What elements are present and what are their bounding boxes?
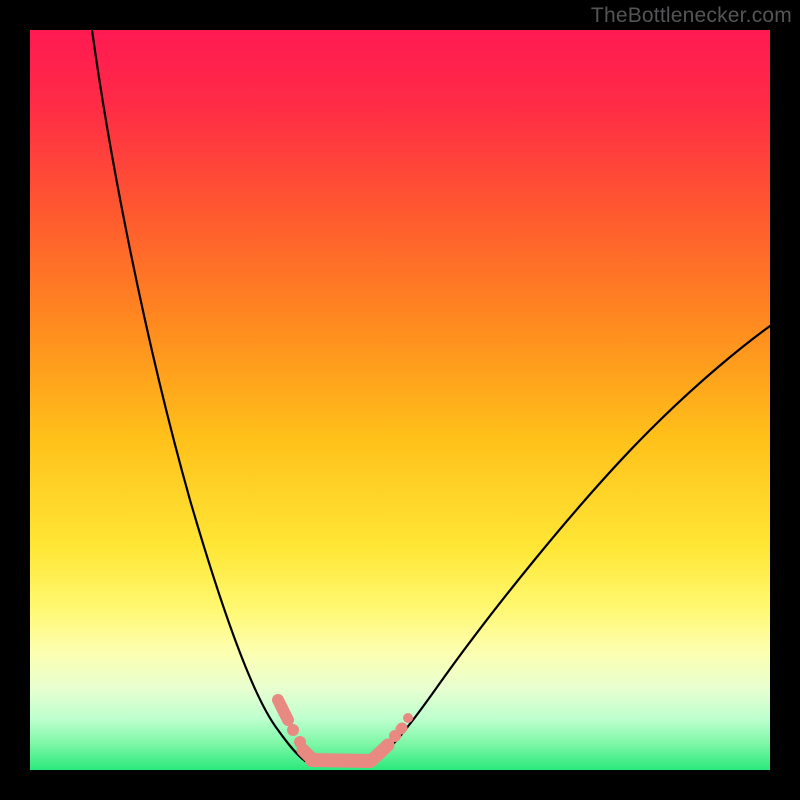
marker-segment [312, 760, 370, 761]
chart-svg [30, 30, 770, 770]
chart-plot-area [30, 30, 770, 770]
marker-segment [401, 728, 402, 729]
chart-background [30, 30, 770, 770]
marker-dot [403, 713, 413, 723]
marker-dot [287, 724, 299, 736]
watermark-text: TheBottlenecker.com [591, 4, 792, 28]
